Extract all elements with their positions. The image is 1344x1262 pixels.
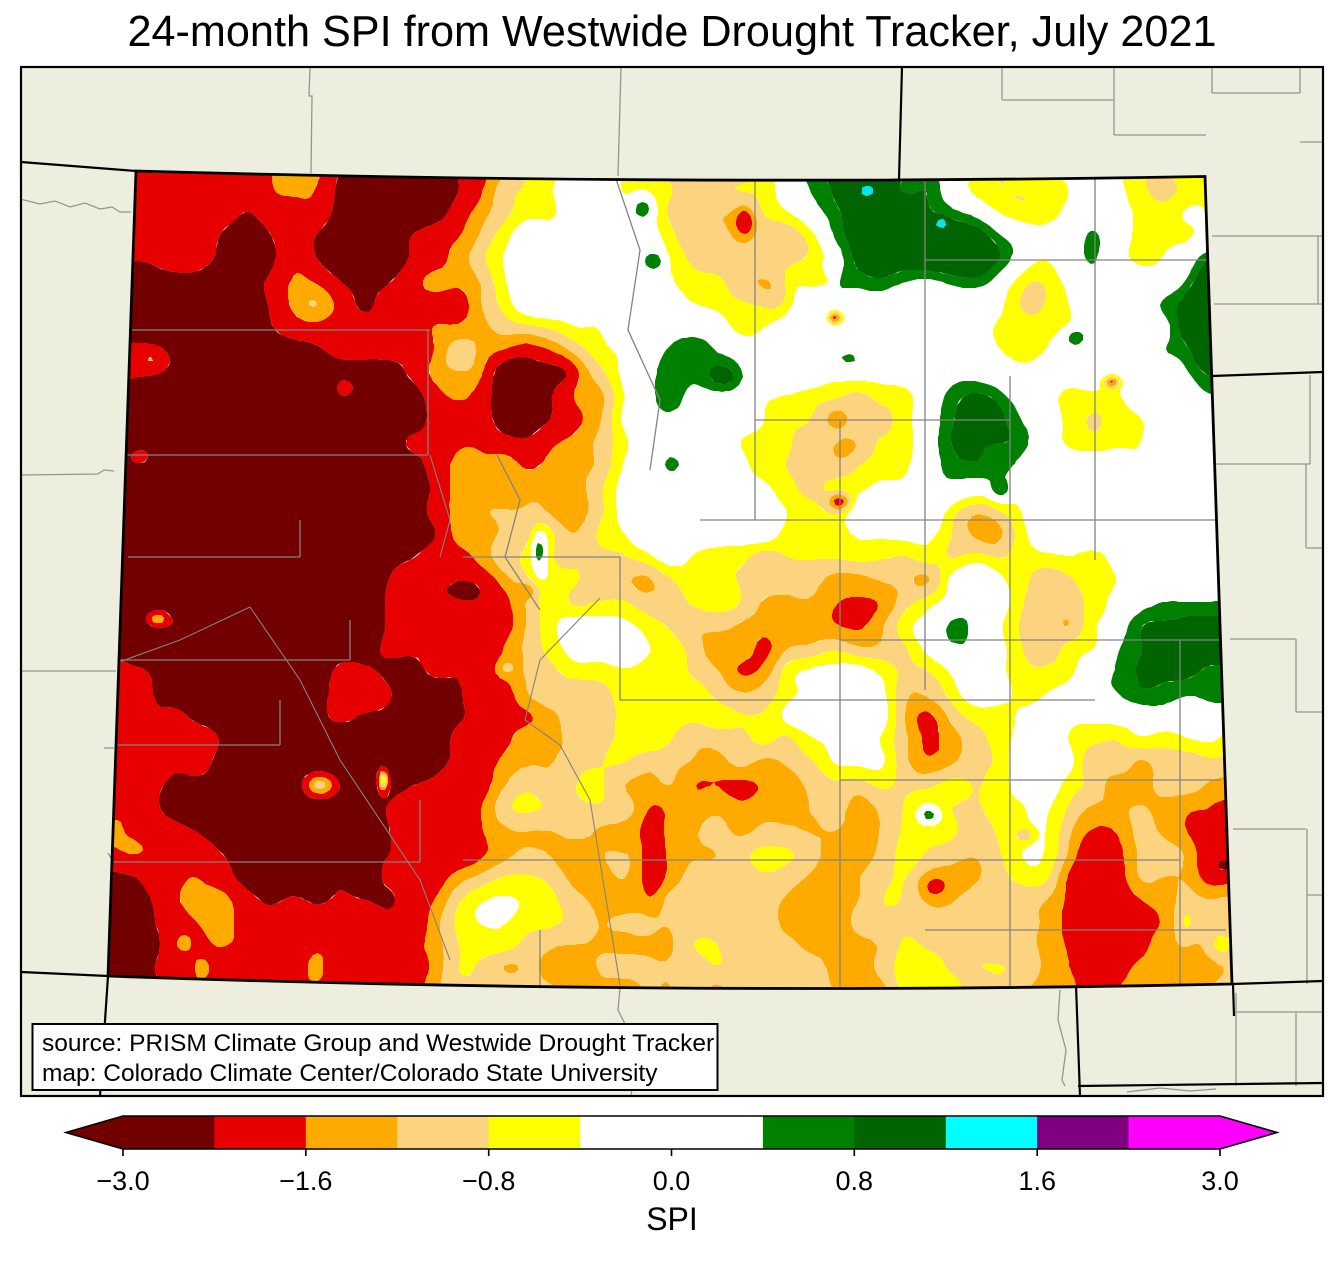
svg-text:map: Colorado Climate Center/C: map: Colorado Climate Center/Colorado St… <box>42 1060 658 1087</box>
svg-text:−0.8: −0.8 <box>462 1166 515 1196</box>
svg-text:1.6: 1.6 <box>1018 1166 1056 1196</box>
svg-text:−1.6: −1.6 <box>279 1166 332 1196</box>
svg-text:SPI: SPI <box>646 1201 698 1237</box>
svg-text:−3.0: −3.0 <box>96 1166 149 1196</box>
svg-text:24-month SPI from Westwide Dro: 24-month SPI from Westwide Drought Track… <box>128 8 1217 56</box>
svg-text:source: PRISM Climate Group an: source: PRISM Climate Group and Westwide… <box>42 1030 714 1057</box>
svg-text:0.0: 0.0 <box>653 1166 691 1196</box>
svg-text:3.0: 3.0 <box>1201 1166 1239 1196</box>
svg-text:0.8: 0.8 <box>836 1166 874 1196</box>
